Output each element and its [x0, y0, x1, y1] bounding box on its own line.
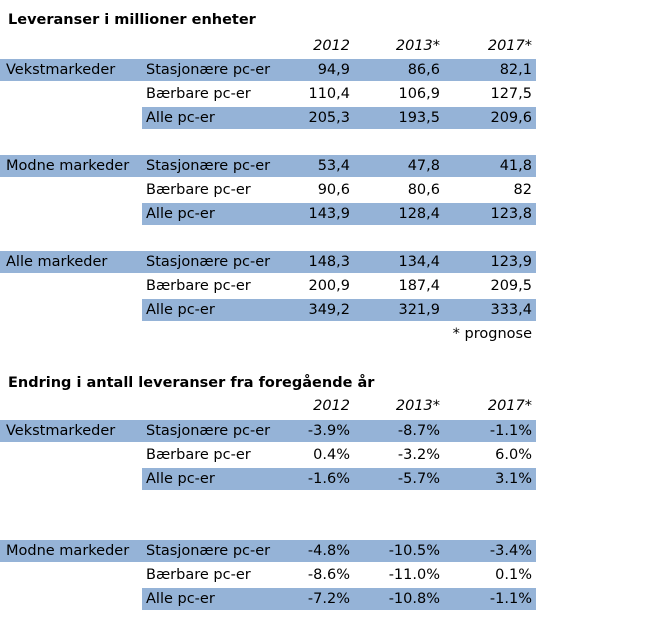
value-2017: 82,1 — [499, 62, 532, 78]
value-2017: 127,5 — [490, 86, 532, 102]
table-row: Alle markeder Stasjonære pc-er 148,3 134… — [0, 251, 536, 273]
pc-type-label: Bærbare pc-er — [146, 567, 251, 583]
market-label: Alle markeder — [6, 254, 108, 270]
value-2013: 193,5 — [398, 110, 440, 126]
table2-title: Endring i antall leveranser fra foregåen… — [8, 375, 375, 391]
value-2013: 86,6 — [407, 62, 440, 78]
value-2012: 110,4 — [308, 86, 350, 102]
value-2012: 53,4 — [317, 158, 350, 174]
pc-type-label: Alle pc-er — [146, 471, 215, 487]
value-2012: 349,2 — [308, 302, 350, 318]
table-row: Alle pc-er 349,2 321,9 333,4 — [0, 299, 536, 321]
value-2013: 134,4 — [398, 254, 440, 270]
change-2017: -1.1% — [489, 591, 532, 607]
value-2012: 143,9 — [308, 206, 350, 222]
pc-type-label: Alle pc-er — [146, 591, 215, 607]
market-label: Modne markeder — [6, 543, 130, 559]
value-2013: 128,4 — [398, 206, 440, 222]
value-2017: 209,5 — [490, 278, 532, 294]
change-2013: -5.7% — [397, 471, 440, 487]
change-2012: -4.8% — [307, 543, 350, 559]
value-2017: 123,8 — [490, 206, 532, 222]
table-row: Modne markeder Stasjonære pc-er -4.8% -1… — [0, 540, 536, 562]
value-2013: 47,8 — [407, 158, 440, 174]
table-row: Alle pc-er 143,9 128,4 123,8 — [0, 203, 536, 225]
table2-year-2012: 2012 — [313, 398, 350, 414]
table-row: Bærbare pc-er 110,4 106,9 127,5 — [0, 83, 536, 105]
value-2013: 321,9 — [398, 302, 440, 318]
market-label: Modne markeder — [6, 158, 130, 174]
change-2017: 6.0% — [495, 447, 532, 463]
value-2017: 82 — [513, 182, 532, 198]
pc-type-label: Bærbare pc-er — [146, 86, 251, 102]
table-row: Bærbare pc-er -8.6% -11.0% 0.1% — [0, 564, 536, 586]
table-row: Vekstmarkeder Stasjonære pc-er 94,9 86,6… — [0, 59, 536, 81]
table2-year-2013: 2013* — [395, 398, 440, 414]
value-2012: 205,3 — [308, 110, 350, 126]
value-2012: 148,3 — [308, 254, 350, 270]
value-2017: 209,6 — [490, 110, 532, 126]
table-row: Bærbare pc-er 0.4% -3.2% 6.0% — [0, 444, 536, 466]
change-2013: -8.7% — [397, 423, 440, 439]
change-2017: -1.1% — [489, 423, 532, 439]
table-row: Bærbare pc-er 200,9 187,4 209,5 — [0, 275, 536, 297]
change-2012: -1.6% — [307, 471, 350, 487]
pc-type-label: Stasjonære pc-er — [146, 543, 271, 559]
table1-year-2013: 2013* — [395, 38, 440, 54]
pc-type-label: Bærbare pc-er — [146, 278, 251, 294]
change-2012: -7.2% — [307, 591, 350, 607]
change-2013: -10.8% — [388, 591, 440, 607]
value-2012: 90,6 — [317, 182, 350, 198]
market-label: Vekstmarkeder — [6, 62, 116, 78]
value-2017: 123,9 — [490, 254, 532, 270]
pc-type-label: Alle pc-er — [146, 302, 215, 318]
table2-year-2017: 2017* — [487, 398, 532, 414]
pc-type-label: Bærbare pc-er — [146, 447, 251, 463]
market-label: Vekstmarkeder — [6, 423, 116, 439]
value-2012: 94,9 — [317, 62, 350, 78]
forecast-note: * prognose — [452, 326, 532, 342]
table-row: Vekstmarkeder Stasjonære pc-er -3.9% -8.… — [0, 420, 536, 442]
value-2013: 80,6 — [407, 182, 440, 198]
change-2012: -3.9% — [307, 423, 350, 439]
change-2017: -3.4% — [489, 543, 532, 559]
value-2017: 41,8 — [499, 158, 532, 174]
table-row: Alle pc-er 205,3 193,5 209,6 — [0, 107, 536, 129]
table-row: Modne markeder Stasjonære pc-er 53,4 47,… — [0, 155, 536, 177]
pc-type-label: Bærbare pc-er — [146, 182, 251, 198]
value-2012: 200,9 — [308, 278, 350, 294]
pc-type-label: Stasjonære pc-er — [146, 423, 271, 439]
value-2013: 187,4 — [398, 278, 440, 294]
change-2013: -10.5% — [388, 543, 440, 559]
pc-type-label: Stasjonære pc-er — [146, 62, 271, 78]
value-2013: 106,9 — [398, 86, 440, 102]
change-2013: -11.0% — [388, 567, 440, 583]
table-row: Bærbare pc-er 90,6 80,6 82 — [0, 179, 536, 201]
value-2017: 333,4 — [490, 302, 532, 318]
pc-type-label: Stasjonære pc-er — [146, 254, 271, 270]
change-2013: -3.2% — [397, 447, 440, 463]
table-row: Alle pc-er -7.2% -10.8% -1.1% — [0, 588, 536, 610]
change-2017: 3.1% — [495, 471, 532, 487]
table1-year-2017: 2017* — [487, 38, 532, 54]
pc-type-label: Stasjonære pc-er — [146, 158, 271, 174]
table-row: Alle pc-er -1.6% -5.7% 3.1% — [0, 468, 536, 490]
pc-type-label: Alle pc-er — [146, 110, 215, 126]
table1-year-2012: 2012 — [313, 38, 350, 54]
pc-type-label: Alle pc-er — [146, 206, 215, 222]
change-2012: -8.6% — [307, 567, 350, 583]
change-2012: 0.4% — [313, 447, 350, 463]
table1-title: Leveranser i millioner enheter — [8, 12, 256, 28]
change-2017: 0.1% — [495, 567, 532, 583]
